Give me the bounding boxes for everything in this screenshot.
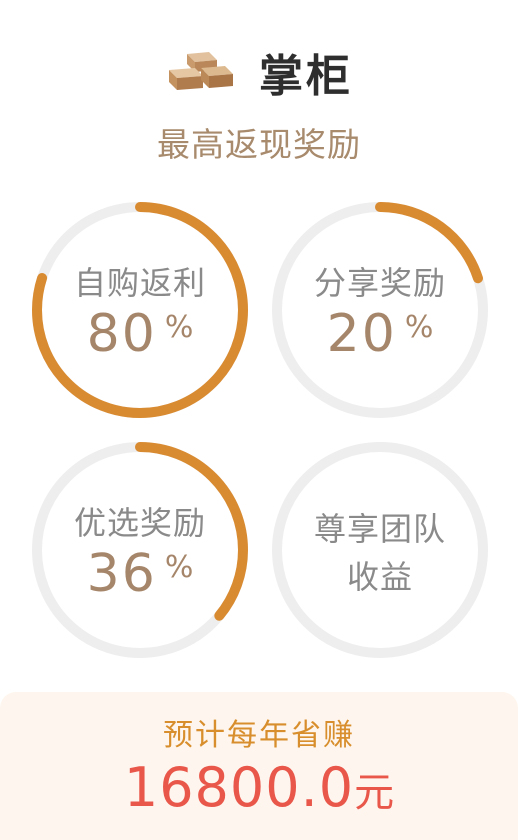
ring-value-unit: % <box>164 310 194 345</box>
progress-ring <box>32 442 248 658</box>
reward-ring-selected: 优选奖励 36% <box>30 440 250 660</box>
progress-ring <box>32 202 248 418</box>
ring-value: 20% <box>270 304 490 364</box>
header: 掌柜 <box>0 40 518 104</box>
ring-value-number: 80 <box>86 304 157 364</box>
amount-unit: 元 <box>354 770 395 816</box>
annual-savings-label: 预计每年省赚 <box>163 718 355 753</box>
ring-value-unit: % <box>404 310 434 345</box>
annual-savings-amount: 16800.0元 <box>0 756 518 819</box>
reward-ring-team: 尊享团队 收益 <box>270 440 490 660</box>
reward-ring-share: 分享奖励 20% <box>270 200 490 420</box>
ring-label-line2: 收益 <box>346 558 413 596</box>
amount-value: 16800.0 <box>123 756 355 819</box>
ring-value-number: 20 <box>326 304 397 364</box>
subtitle: 最高返现奖励 <box>157 125 361 164</box>
ring-label: 分享奖励 <box>313 264 446 302</box>
ring-label: 优选奖励 <box>73 504 206 542</box>
ring-label-line1: 尊享团队 <box>313 510 446 548</box>
ring-value-number: 36 <box>86 544 157 604</box>
progress-ring <box>272 202 488 418</box>
ring-value: 80% <box>30 304 250 364</box>
ring-value-unit: % <box>164 550 194 585</box>
annual-savings-panel: 预计每年省赚 16800.0元 <box>0 692 518 840</box>
gold-bars-icon <box>169 52 233 90</box>
page-title: 掌柜 <box>259 51 353 102</box>
progress-ring <box>272 442 488 658</box>
reward-ring-self-purchase: 自购返利 80% <box>30 200 250 420</box>
ring-value: 36% <box>30 544 250 604</box>
ring-label: 自购返利 <box>73 264 206 302</box>
